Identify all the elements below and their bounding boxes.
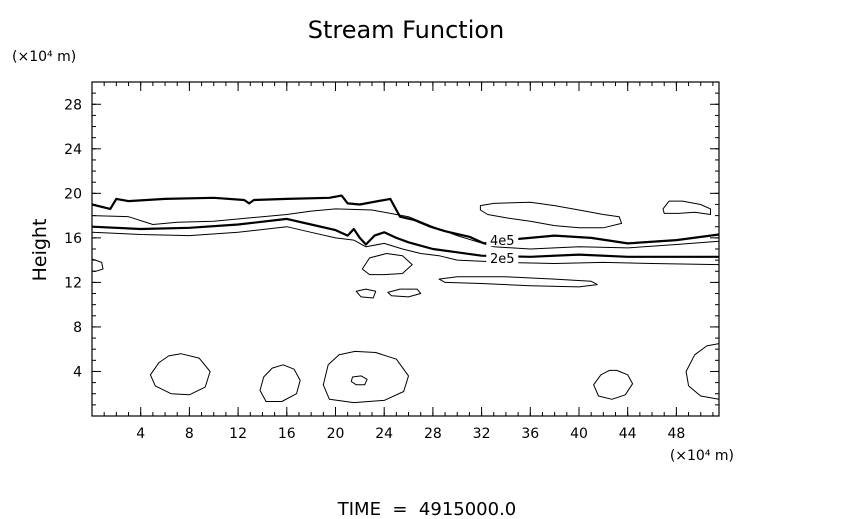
contour-cell-far-right — [662, 200, 711, 215]
x-tick-label: 12 — [229, 426, 247, 442]
contour-bottom-cell-4 — [593, 369, 634, 400]
x-unit-label: (×10⁴ m) — [670, 448, 734, 464]
chart-title: Stream Function — [308, 16, 505, 44]
plot-frame — [91, 81, 720, 417]
y-tick-label: 8 — [73, 320, 82, 336]
contour-label: 2e5 — [490, 252, 515, 267]
time-footer: TIME = 4915000.0 — [337, 499, 517, 519]
x-tick-label: 48 — [667, 426, 685, 442]
contour-label-bg — [486, 249, 519, 264]
contour-cell-mid — [361, 253, 413, 276]
x-tick-label: 16 — [278, 426, 296, 442]
y-tick-label: 24 — [64, 142, 82, 158]
contour-bottom-cell-1 — [149, 353, 211, 396]
contour-bottom-cell-3-core — [350, 375, 368, 386]
contour-lines — [92, 194, 719, 404]
y-tick-label: 20 — [64, 186, 82, 202]
x-tick-label: 24 — [375, 426, 393, 442]
y-tick-label: 28 — [64, 97, 82, 113]
y-tick-label: 12 — [64, 275, 82, 291]
contour-bottom-cell-5 — [685, 343, 719, 400]
x-tick-label: 4 — [136, 426, 145, 442]
x-tick-label: 32 — [473, 426, 491, 442]
contour-label: 4e5 — [490, 234, 515, 249]
contour-upper-bold — [92, 194, 719, 245]
y-tick-label: 4 — [73, 364, 82, 380]
x-tick-label: 20 — [327, 426, 345, 442]
contour-bold-4e5 — [92, 217, 719, 258]
contour-blob-small-2 — [387, 288, 422, 298]
y-axis-label: Height — [29, 219, 51, 282]
x-tick-label: 28 — [424, 426, 442, 442]
contour-blob-left-edge — [92, 258, 104, 272]
contour-cell-upper-right — [479, 201, 623, 229]
x-tick-label: 44 — [619, 426, 637, 442]
contour-band-thin — [438, 276, 598, 288]
contour-upper-thin — [92, 208, 719, 250]
y-tick-label: 16 — [64, 231, 82, 247]
x-tick-label: 40 — [570, 426, 588, 442]
contour-blob-small-1 — [355, 288, 377, 299]
contour-label-bg — [486, 232, 519, 247]
contour-bottom-cell-3 — [322, 350, 409, 404]
x-tick-label: 8 — [185, 426, 194, 442]
contour-bottom-cell-2 — [259, 364, 301, 402]
x-tick-label: 36 — [521, 426, 539, 442]
contour-lower-thin — [92, 226, 719, 266]
y-unit-label: (×10⁴ m) — [12, 49, 76, 65]
